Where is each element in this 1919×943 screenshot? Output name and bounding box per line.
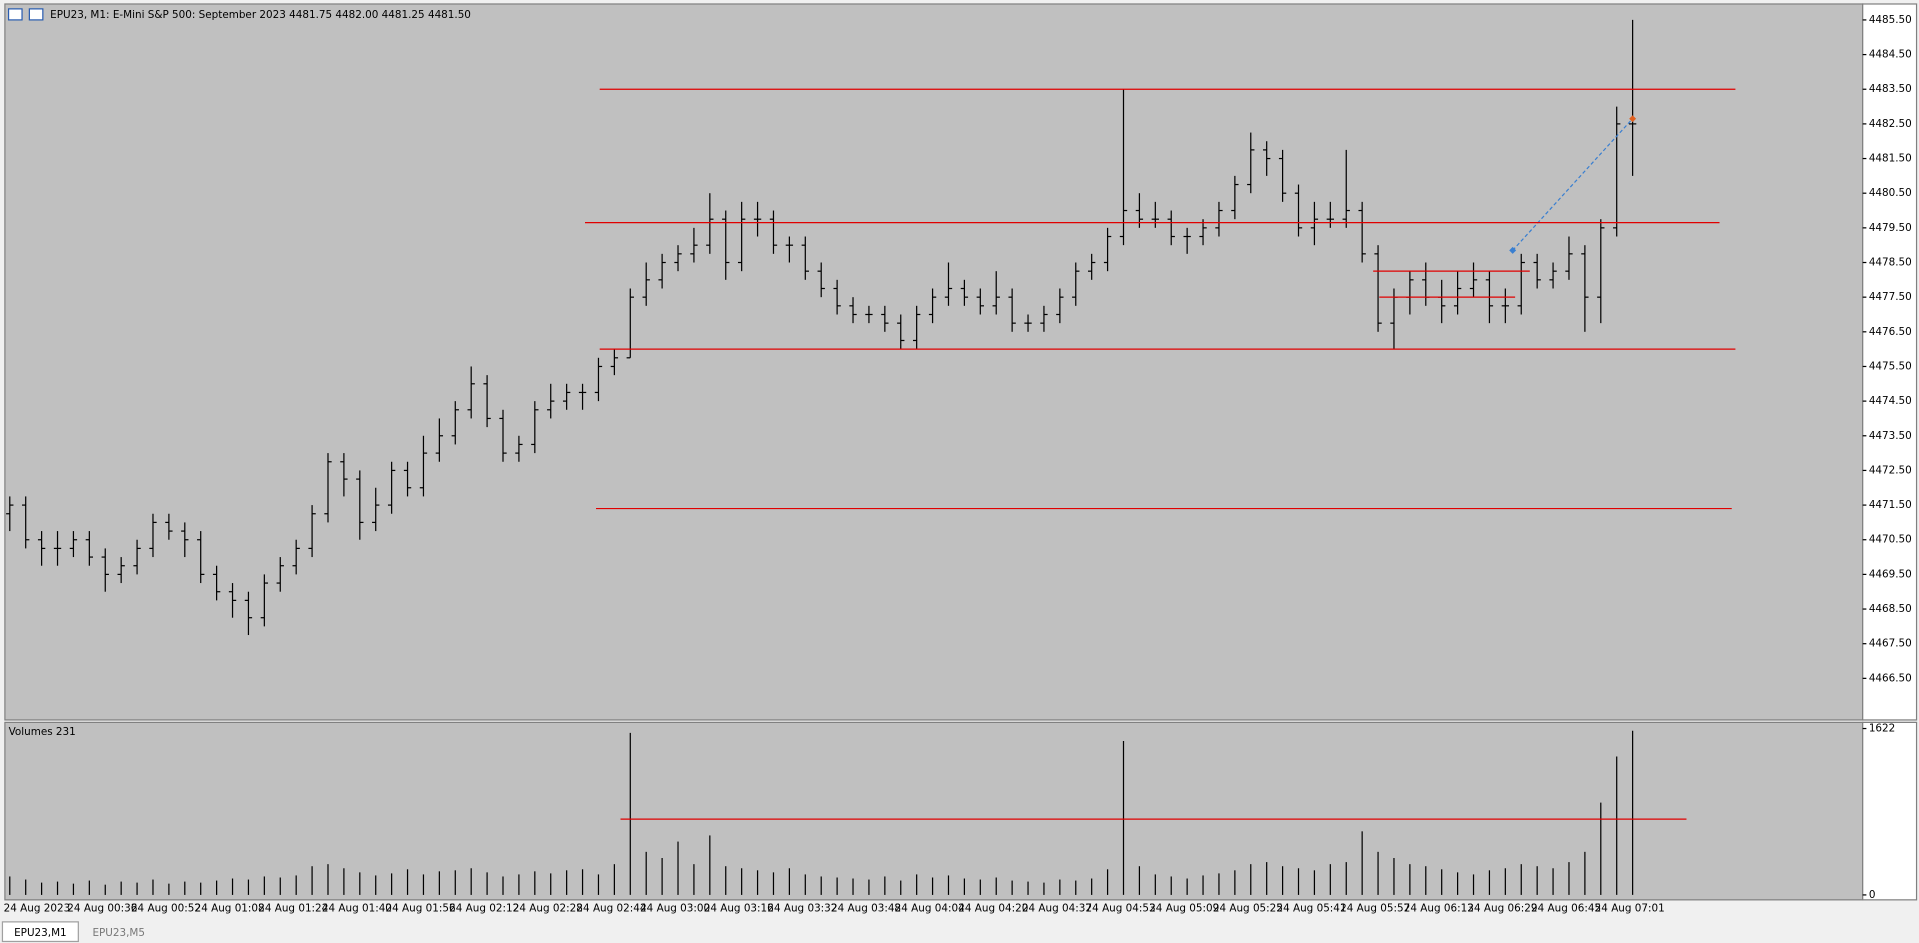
x-tick-label: 24 Aug 05:57 xyxy=(1340,902,1410,914)
price-panel xyxy=(4,3,1864,721)
x-tick-label: 24 Aug 01:40 xyxy=(322,902,392,914)
icon-chart[interactable] xyxy=(28,8,44,21)
x-tick-label: 24 Aug 04:37 xyxy=(1022,902,1092,914)
x-tick-label: 24 Aug 01:24 xyxy=(258,902,328,914)
tab-bar xyxy=(0,920,1919,943)
x-tick-label: 24 Aug 03:16 xyxy=(704,902,774,914)
y-tick-label: 4466.50 xyxy=(1869,672,1912,684)
x-tick-label: 24 Aug 02:44 xyxy=(576,902,646,914)
y-tick-label: 4476.50 xyxy=(1869,326,1912,338)
x-tick-label: 24 Aug 04:04 xyxy=(895,902,965,914)
y-tick-label: 4471.50 xyxy=(1869,499,1912,511)
y-tick-label: 4477.50 xyxy=(1869,291,1912,303)
y-tick-label: 4469.50 xyxy=(1869,568,1912,580)
trend-anchor xyxy=(1629,115,1637,123)
y-tick-label: 4479.50 xyxy=(1869,222,1912,234)
x-tick-label: 24 Aug 02:28 xyxy=(513,902,583,914)
trend-line xyxy=(1512,118,1634,251)
y-tick-label: 4475.50 xyxy=(1869,360,1912,372)
y-tick-label: 4468.50 xyxy=(1869,603,1912,615)
y-tick-label: 4484.50 xyxy=(1869,49,1912,61)
x-tick-label: 24 Aug 07:01 xyxy=(1595,902,1665,914)
y-tick-label: 4478.50 xyxy=(1869,257,1912,269)
y-tick-label: 0 xyxy=(1869,889,1876,901)
x-tick-label: 24 Aug 04:53 xyxy=(1086,902,1156,914)
volume-panel xyxy=(4,721,1864,901)
x-tick-label: 24 Aug 01:08 xyxy=(195,902,265,914)
x-tick-label: 24 Aug 2023 xyxy=(4,902,71,914)
y-tick-label: 4482.50 xyxy=(1869,118,1912,130)
x-tick-label: 24 Aug 06:29 xyxy=(1467,902,1537,914)
y-tick-label: 4483.50 xyxy=(1869,83,1912,95)
volume-title: Volumes 231 xyxy=(9,726,76,738)
x-tick-label: 24 Aug 03:00 xyxy=(640,902,710,914)
x-tick-label: 24 Aug 00:36 xyxy=(67,902,137,914)
y-tick-label: 4485.50 xyxy=(1869,14,1912,26)
chart-title: EPU23, M1: E-Mini S&P 500: September 202… xyxy=(50,9,471,21)
x-tick-label: 24 Aug 05:09 xyxy=(1149,902,1219,914)
y-tick-label: 4481.50 xyxy=(1869,153,1912,165)
y-tick-label: 4474.50 xyxy=(1869,395,1912,407)
y-tick-label: 4473.50 xyxy=(1869,430,1912,442)
x-tick-label: 24 Aug 06:13 xyxy=(1404,902,1474,914)
tab-label[interactable]: EPU23,M1 xyxy=(14,927,67,939)
x-tick-label: 24 Aug 01:56 xyxy=(386,902,456,914)
price-axis-bg xyxy=(1862,3,1918,721)
y-tick-label: 4470.50 xyxy=(1869,534,1912,546)
x-tick-label: 24 Aug 06:45 xyxy=(1531,902,1601,914)
y-tick-label: 4480.50 xyxy=(1869,187,1912,199)
x-tick-label: 24 Aug 05:41 xyxy=(1276,902,1346,914)
x-tick-label: 24 Aug 00:52 xyxy=(131,902,201,914)
trend-anchor xyxy=(1509,246,1517,254)
x-tick-label: 24 Aug 03:32 xyxy=(767,902,837,914)
y-tick-label: 1622 xyxy=(1869,723,1895,735)
x-tick-label: 24 Aug 04:20 xyxy=(958,902,1028,914)
x-tick-label: 24 Aug 05:25 xyxy=(1213,902,1283,914)
x-tick-label: 24 Aug 03:48 xyxy=(831,902,901,914)
y-tick-label: 4472.50 xyxy=(1869,464,1912,476)
y-tick-label: 4467.50 xyxy=(1869,638,1912,650)
tab-active[interactable] xyxy=(1,921,79,943)
tab-label[interactable]: EPU23,M5 xyxy=(92,927,145,939)
x-tick-label: 24 Aug 02:12 xyxy=(449,902,519,914)
icon-table[interactable] xyxy=(7,8,23,21)
volume-axis-bg xyxy=(1862,721,1918,901)
